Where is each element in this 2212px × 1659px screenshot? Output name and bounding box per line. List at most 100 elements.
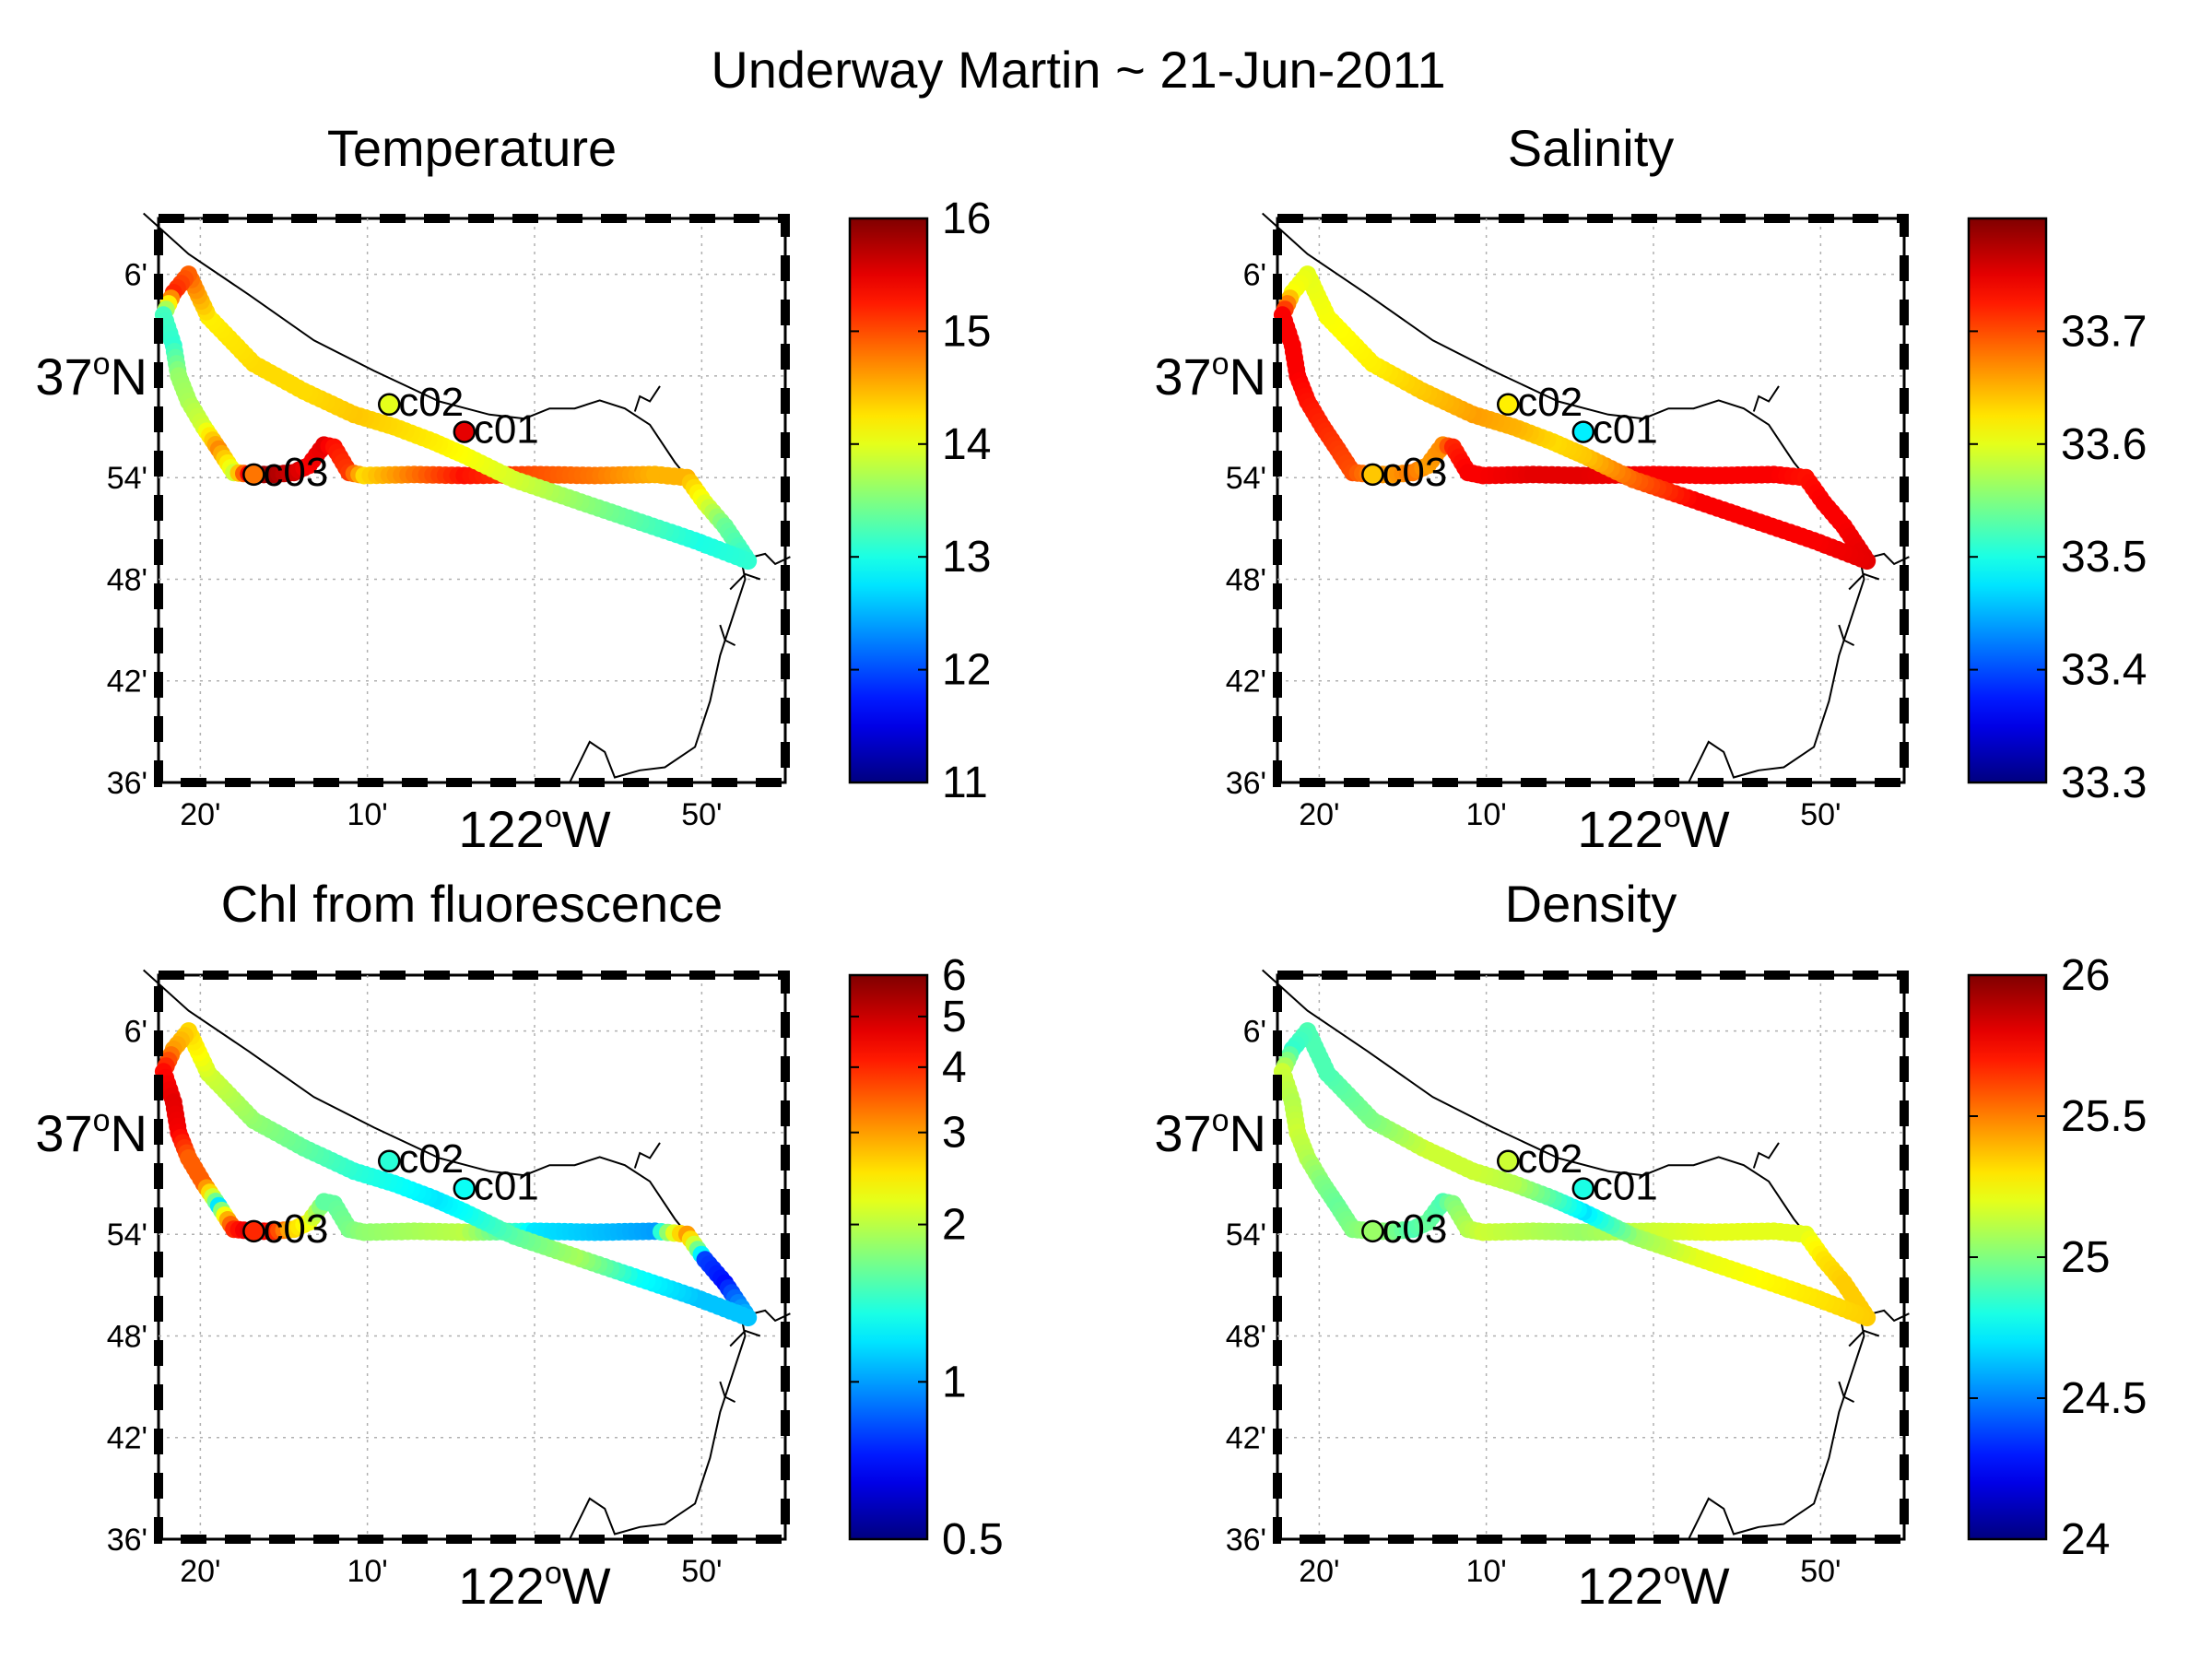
colorbar-tick-label: 33.4 — [2061, 646, 2147, 695]
station-marker-c03 — [1361, 1219, 1384, 1243]
map-border — [154, 971, 790, 1544]
colorbar-tick-label: 0.5 — [942, 1515, 1004, 1564]
colorbar-border — [848, 217, 929, 784]
river-line — [719, 624, 736, 646]
station-marker-c02 — [1496, 393, 1520, 417]
lon-tick-label: 10' — [347, 1554, 387, 1589]
panel-title: Salinity — [1508, 119, 1675, 177]
lat-tick-label: 36' — [107, 1523, 147, 1558]
station-marker-c01 — [1571, 420, 1595, 443]
lon-tick-label: 122oW — [1577, 799, 1729, 858]
station-marker-c03 — [1361, 463, 1384, 487]
station-label-c02: c02 — [398, 1136, 464, 1182]
lat-tick-label: 48' — [107, 562, 147, 597]
colorbar-tick-label: 2 — [942, 1201, 967, 1250]
lon-tick-label: 50' — [681, 797, 722, 832]
lon-tick-label: 50' — [1800, 797, 1841, 832]
colorbar-tick-label: 25.5 — [2061, 1092, 2147, 1141]
station-label-c03: c03 — [1382, 1206, 1447, 1252]
colorbar-tick-label: 33.5 — [2061, 533, 2147, 582]
lon-tick-label: 10' — [1465, 797, 1506, 832]
lon-tick-label: 10' — [347, 797, 387, 832]
colorbar-tick-label: 6 — [942, 951, 967, 1000]
colorbar-tick-label: 3 — [942, 1109, 967, 1158]
station-marker-c02 — [377, 393, 401, 417]
colorbar-border — [848, 973, 929, 1541]
colorbar-tick-label: 15 — [942, 307, 991, 356]
station-marker-c02 — [377, 1149, 401, 1173]
lat-tick-label: 54' — [107, 461, 147, 496]
colorbar-tick-label: 13 — [942, 533, 991, 582]
map-frame — [1276, 217, 1906, 784]
station-label-c02: c02 — [1517, 380, 1583, 425]
colorbar-tick-label: 4 — [942, 1043, 967, 1092]
map-frame — [1276, 973, 1906, 1541]
lat-tick-label: 54' — [107, 1218, 147, 1253]
station-label-c01: c01 — [474, 1164, 539, 1209]
river-line — [729, 572, 761, 591]
lat-tick-label: 37oN — [1154, 347, 1266, 406]
colorbar-border — [1967, 217, 2048, 784]
station-marker-c02 — [1496, 1149, 1520, 1173]
lon-tick-label: 122oW — [1577, 1556, 1729, 1615]
lon-tick-label: 122oW — [458, 1556, 610, 1615]
station-label-c03: c03 — [263, 450, 328, 495]
station-marker-c01 — [453, 420, 477, 443]
map-border — [1273, 214, 1909, 787]
map-panel-4: Density 36' 42' 48' 54' 37oN 6' 20' 10' 122oW 50' c… — [1154, 875, 2147, 1615]
lat-tick-label: 37oN — [35, 1103, 147, 1162]
map-border — [1273, 971, 1909, 1544]
lat-tick-label: 37oN — [35, 347, 147, 406]
lon-tick-label: 50' — [1800, 1554, 1841, 1589]
lon-tick-label: 20' — [180, 797, 220, 832]
lon-tick-label: 20' — [180, 1554, 220, 1589]
colorbar-tick-label: 33.6 — [2061, 420, 2147, 469]
colorbar-tick-label: 12 — [942, 646, 991, 695]
panel-title: Chl from fluorescence — [221, 875, 724, 933]
lat-tick-label: 42' — [107, 1421, 147, 1456]
lat-tick-label: 42' — [1226, 665, 1266, 700]
lon-tick-label: 20' — [1299, 797, 1339, 832]
panel-title: Temperature — [327, 119, 617, 177]
lat-tick-label: 36' — [107, 766, 147, 801]
map-panel-2: Salinity 36' 42' 48' 54' 37oN 6' 20' 10' 122oW 50'… — [1154, 119, 2147, 858]
colorbar-tick-label: 26 — [2061, 951, 2110, 1000]
map-panel-3: Chl from fluorescence 36' 42' 48' 54' 37oN 6' 2… — [35, 875, 1003, 1615]
river-line — [729, 1329, 761, 1347]
lat-tick-label: 37oN — [1154, 1103, 1266, 1162]
river-line — [1838, 624, 1855, 646]
map-panel-1: Temperature 36' 42' 48' 54' 37oN 6' 20' 10' 122oW… — [35, 119, 991, 858]
lat-tick-label: 42' — [107, 665, 147, 700]
colorbar-tick-label: 33.3 — [2061, 759, 2147, 807]
colorbar — [850, 975, 927, 1539]
lat-tick-label: 54' — [1226, 1218, 1266, 1253]
station-label-c01: c01 — [1593, 407, 1658, 453]
lon-tick-label: 20' — [1299, 1554, 1339, 1589]
river-line — [1848, 1329, 1880, 1347]
river-line — [633, 1142, 661, 1169]
station-label-c02: c02 — [398, 380, 464, 425]
colorbar-tick-label: 16 — [942, 194, 991, 243]
river-line — [719, 1381, 736, 1403]
station-marker-c03 — [242, 1219, 265, 1243]
colorbar — [1969, 975, 2046, 1539]
river-line — [1752, 385, 1780, 412]
station-marker-c01 — [1571, 1177, 1595, 1200]
colorbar — [1969, 218, 2046, 782]
panel-title: Density — [1505, 875, 1677, 933]
colorbar-tick-label: 25 — [2061, 1233, 2110, 1282]
river-line — [1848, 572, 1880, 591]
map-frame — [157, 217, 787, 784]
map-frame — [157, 973, 787, 1541]
lon-tick-label: 50' — [681, 1554, 722, 1589]
lat-tick-label: 6' — [124, 1015, 147, 1050]
colorbar — [850, 218, 927, 782]
map-border — [154, 214, 790, 787]
lat-tick-label: 48' — [1226, 562, 1266, 597]
lat-tick-label: 54' — [1226, 461, 1266, 496]
lat-tick-label: 48' — [1226, 1319, 1266, 1354]
river-line — [633, 385, 661, 412]
lat-tick-label: 36' — [1226, 1523, 1266, 1558]
lat-tick-label: 6' — [124, 258, 147, 293]
